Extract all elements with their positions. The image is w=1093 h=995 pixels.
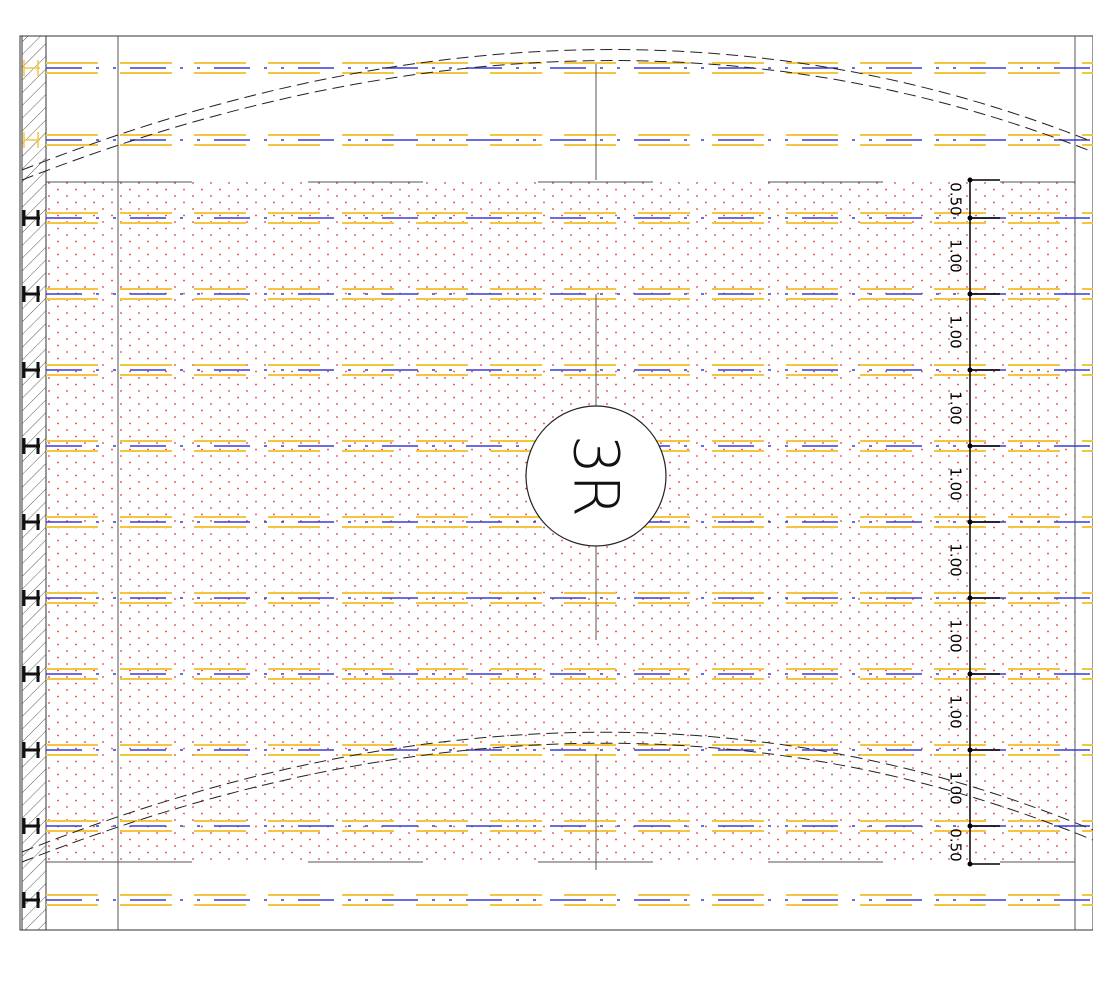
grid-label: 3R [560, 435, 633, 518]
anchor-mark [22, 362, 40, 378]
dimension-label: 0.50 [947, 182, 965, 215]
arc [21, 731, 1093, 853]
dimension-label: 1.00 [947, 771, 965, 804]
anchor-mark [22, 742, 40, 758]
arc [21, 742, 1093, 863]
dimension-label: 1.00 [947, 315, 965, 348]
arc [21, 49, 1093, 171]
anchor-mark [22, 210, 40, 226]
wall-hatch [21, 35, 47, 931]
anchor-mark [22, 514, 40, 530]
anchor-mark [22, 666, 40, 682]
frame [19, 35, 1093, 931]
dimension-chain: 0.50 1.00 1.00 1.00 1.00 1.00 1.00 1.00 1.00 0.50 [947, 177, 1000, 867]
dimension-label: 1.00 [947, 619, 965, 652]
rows [22, 60, 1093, 908]
anchor-mark [22, 590, 40, 606]
anchor-mark [23, 132, 40, 148]
anchor-mark [22, 286, 40, 302]
label-circle [525, 405, 667, 547]
anchor-mark [23, 60, 40, 76]
dimension-label: 1.00 [947, 695, 965, 728]
dimension-label: 1.00 [947, 391, 965, 424]
dimension-label: 1.00 [947, 543, 965, 576]
anchor-mark [22, 438, 40, 454]
dimension-label: 1.00 [947, 239, 965, 272]
arcs [21, 49, 1093, 863]
anchor-mark [22, 818, 40, 834]
arc [21, 60, 1093, 181]
dimension-label: 1.00 [947, 467, 965, 500]
anchor-mark [22, 892, 40, 908]
dimension-label: 0.50 [947, 828, 965, 861]
